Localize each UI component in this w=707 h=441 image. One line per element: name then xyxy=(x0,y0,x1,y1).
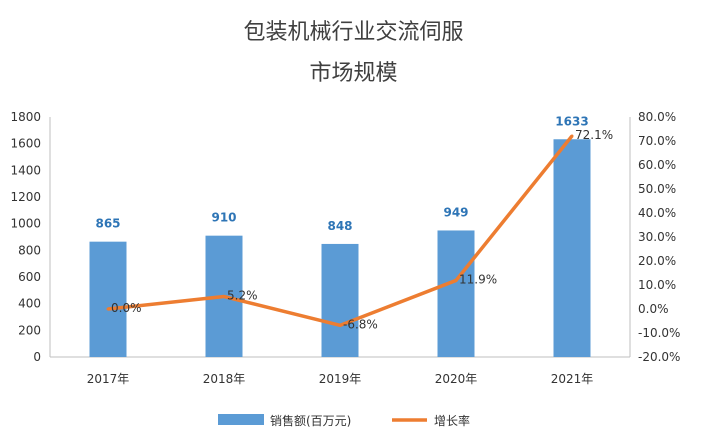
x-tick-label: 2019年 xyxy=(319,372,362,386)
line-point xyxy=(570,134,574,138)
bar xyxy=(321,243,359,357)
y-left-tick-label: 1400 xyxy=(10,163,41,177)
line-data-label: 5.2% xyxy=(227,289,258,303)
x-tick-label: 2020年 xyxy=(435,372,478,386)
chart-title: 包装机械行业交流伺服 xyxy=(243,20,464,45)
x-tick-label: 2017年 xyxy=(87,372,130,386)
y-left-tick-label: 0 xyxy=(33,350,41,364)
legend-label-bar: 销售额(百万元) xyxy=(270,413,351,428)
bar-data-label: 949 xyxy=(443,205,468,219)
bar xyxy=(553,139,591,357)
y-right-tick-label: 70.0% xyxy=(638,134,676,148)
y-right-tick-label: 80.0% xyxy=(638,110,676,124)
legend-swatch-bar xyxy=(218,414,264,425)
y-left-tick-label: 1800 xyxy=(10,110,41,124)
chart-subtitle: 市场规模 xyxy=(309,61,398,86)
y-left-tick-label: 400 xyxy=(18,297,41,311)
y-right-tick-label: -20.0% xyxy=(638,350,680,364)
line-point xyxy=(106,307,110,311)
y-right-tick-label: 0.0% xyxy=(638,302,669,316)
bar-data-label: 865 xyxy=(95,217,120,231)
x-tick-label: 2021年 xyxy=(551,372,594,386)
y-left-tick-label: 1200 xyxy=(10,190,41,204)
bar xyxy=(89,241,127,357)
line-data-label: 0.0% xyxy=(111,301,142,315)
y-left-tick-label: 600 xyxy=(18,270,41,284)
line-data-label: -6.8% xyxy=(343,317,378,331)
legend-label-line: 增长率 xyxy=(434,413,470,428)
line-point xyxy=(454,278,458,282)
y-left-tick-label: 800 xyxy=(18,243,41,257)
y-right-tick-label: 60.0% xyxy=(638,158,676,172)
line-point xyxy=(338,323,342,327)
x-tick-label: 2018年 xyxy=(203,372,246,386)
y-right-tick-label: 30.0% xyxy=(638,230,676,244)
y-right-tick-label: 20.0% xyxy=(638,254,676,268)
y-left-tick-label: 1000 xyxy=(10,217,41,231)
bar-data-label: 1633 xyxy=(555,114,588,128)
bar-data-label: 848 xyxy=(327,219,352,233)
line-point xyxy=(222,295,226,299)
y-left-tick-label: 1600 xyxy=(10,137,41,151)
y-right-tick-label: 50.0% xyxy=(638,182,676,196)
y-right-tick-label: 10.0% xyxy=(638,278,676,292)
bar-data-label: 910 xyxy=(211,211,236,225)
y-right-tick-label: -10.0% xyxy=(638,326,680,340)
line-data-label: 72.1% xyxy=(575,128,613,142)
bar xyxy=(437,230,475,357)
line-data-label: 11.9% xyxy=(459,272,497,286)
y-left-tick-label: 200 xyxy=(18,323,41,337)
y-right-tick-label: 40.0% xyxy=(638,206,676,220)
